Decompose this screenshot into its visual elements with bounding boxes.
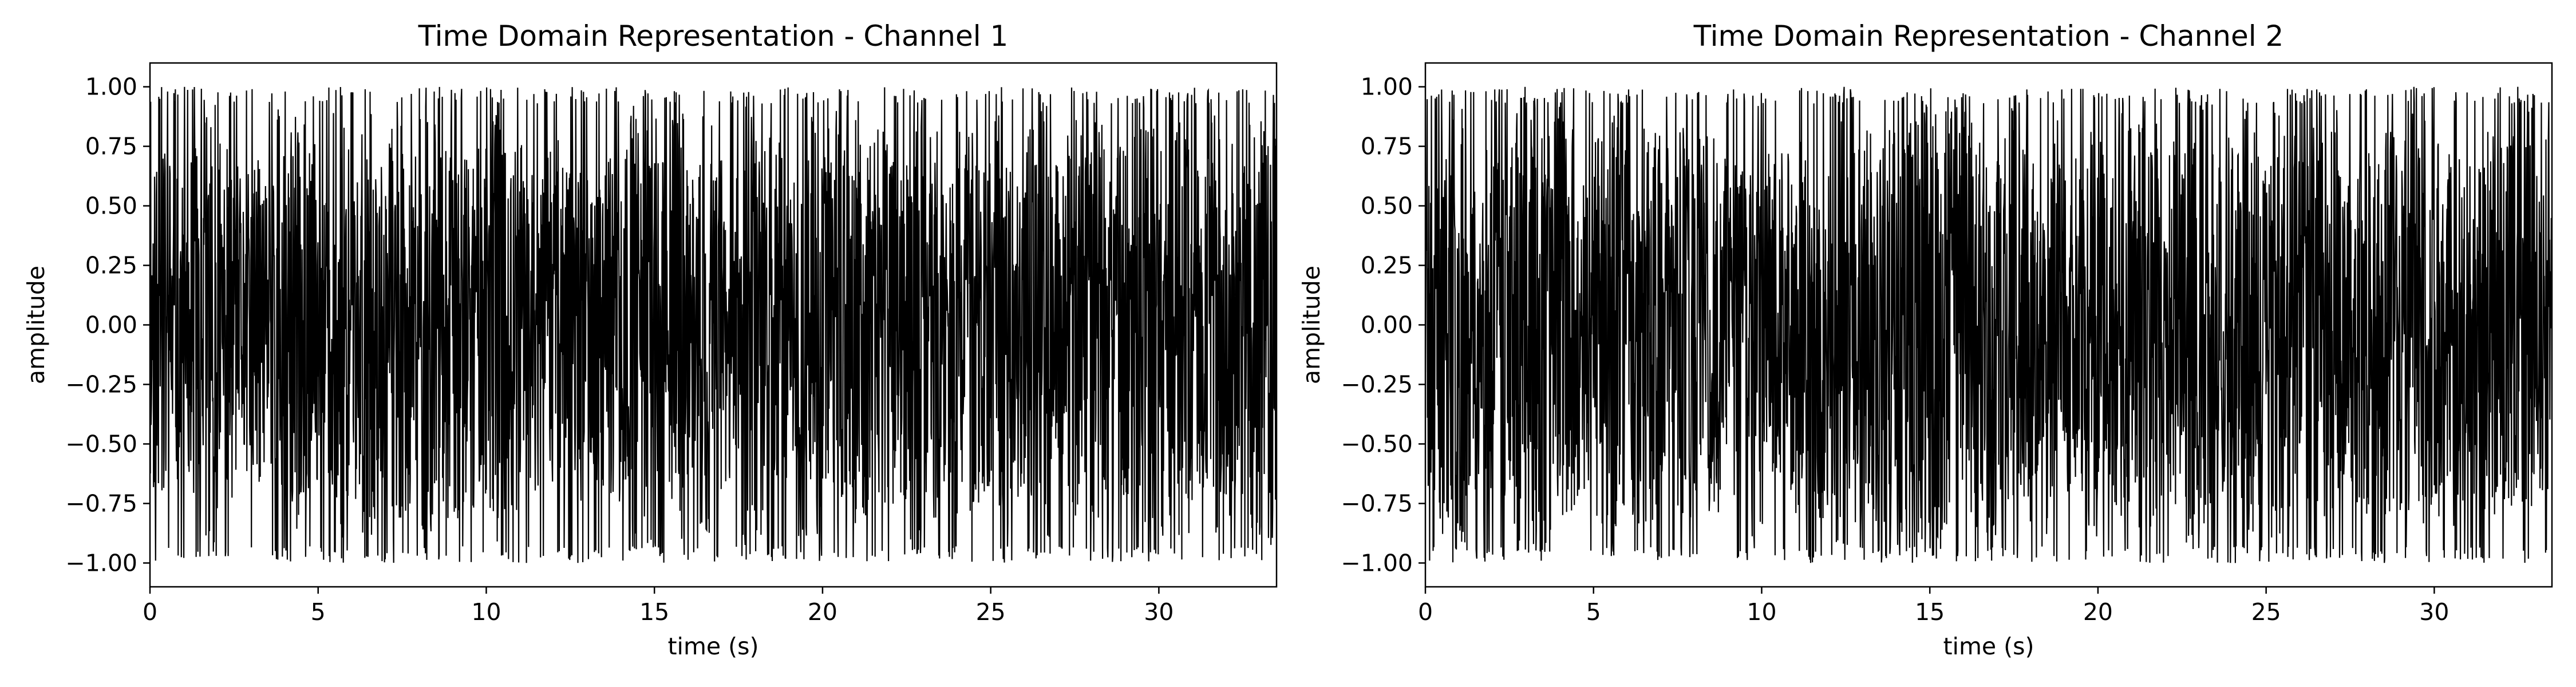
y-tick-label: 0.75 <box>1361 133 1413 160</box>
y-tick-label: 0.50 <box>85 192 137 220</box>
x-tick-label: 5 <box>311 598 326 626</box>
x-tick-label: 20 <box>2083 598 2113 626</box>
waveform-series-line <box>1425 86 2552 563</box>
y-axis-label: amplitude <box>1298 266 1325 384</box>
y-tick-label: 0.50 <box>1361 192 1413 220</box>
y-tick-label: −0.50 <box>65 430 137 457</box>
y-tick-label: 1.00 <box>1361 73 1413 101</box>
y-tick-label: −0.75 <box>65 489 137 517</box>
x-tick-label: 20 <box>808 598 837 626</box>
y-tick-label: 0.75 <box>85 133 137 160</box>
y-tick-label: 0.00 <box>85 311 137 339</box>
x-tick-label: 10 <box>471 598 501 626</box>
chart-title: Time Domain Representation - Channel 2 <box>1693 19 2284 53</box>
waveform-series-line <box>150 86 1277 563</box>
x-tick-label: 15 <box>639 598 669 626</box>
x-tick-label: 15 <box>1915 598 1945 626</box>
x-tick-label: 0 <box>143 598 157 626</box>
x-tick-label: 25 <box>2251 598 2281 626</box>
x-tick-label: 0 <box>1418 598 1433 626</box>
x-tick-label: 25 <box>976 598 1006 626</box>
y-tick-label: −1.00 <box>1341 549 1413 577</box>
y-tick-label: −0.25 <box>65 370 137 398</box>
y-tick-label: 0.00 <box>1361 311 1413 339</box>
x-axis-label: time (s) <box>667 633 758 660</box>
y-tick-label: −0.75 <box>1341 489 1413 517</box>
x-tick-label: 30 <box>1144 598 1174 626</box>
chart-panel-channel-2: 0 5 10 15 20 25 30 1.00 0.75 0.50 0.25 0.00 −0.25 −0.… <box>1298 19 2553 660</box>
y-tick-label: −0.50 <box>1341 430 1413 457</box>
y-tick-label: −1.00 <box>65 549 137 577</box>
y-tick-label: −0.25 <box>1341 370 1413 398</box>
y-axis-label: amplitude <box>22 266 50 384</box>
y-tick-label: 1.00 <box>85 73 137 101</box>
chart-title: Time Domain Representation - Channel 1 <box>418 19 1009 53</box>
x-axis-label: time (s) <box>1943 633 2034 660</box>
y-tick-label: 0.25 <box>1361 252 1413 279</box>
x-tick-label: 30 <box>2419 598 2449 626</box>
x-tick-label: 10 <box>1747 598 1776 626</box>
y-tick-label: 0.25 <box>85 252 137 279</box>
chart-panel-channel-1: 0 5 10 15 20 25 30 1.00 0.75 0.50 0.25 0.00 −0.25 −0.… <box>22 19 1278 660</box>
x-tick-label: 5 <box>1586 598 1601 626</box>
